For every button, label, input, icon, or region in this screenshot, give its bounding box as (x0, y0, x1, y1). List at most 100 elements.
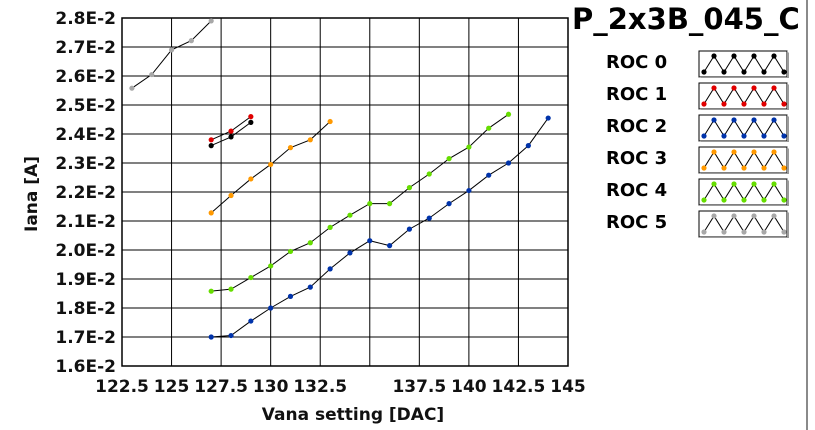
x-tick-label: 132.5 (293, 377, 347, 397)
legend-item: ROC 1 (594, 80, 806, 110)
data-point (426, 171, 432, 177)
data-point (446, 156, 452, 162)
x-tick-label: 137.5 (392, 377, 446, 397)
plot-area: 1.6E-2 1.7E-2 1.8E-2 1.9E-2 2.0E-2 2.1E-2 2.2E… (55, 9, 585, 397)
y-tick-label: 2.1E-2 (55, 212, 116, 232)
data-point (248, 114, 254, 120)
x-axis-title: Vana setting [DAC] (262, 405, 444, 425)
data-point (367, 201, 373, 207)
y-tick-label: 2.5E-2 (55, 96, 116, 116)
legend-swatch (698, 178, 789, 206)
legend-swatch (698, 146, 789, 174)
data-point (367, 238, 373, 244)
legend-swatch (698, 114, 789, 142)
panel-divider (806, 0, 808, 430)
data-point (188, 38, 194, 44)
legend-item: ROC 3 (594, 144, 806, 174)
data-point (406, 226, 413, 232)
y-tick-label: 2.6E-2 (55, 67, 116, 87)
y-tick-label: 2.4E-2 (55, 125, 116, 145)
data-point (307, 284, 313, 290)
y-tick-label: 2.8E-2 (55, 9, 116, 29)
series-line (211, 113, 509, 292)
data-point (307, 137, 313, 143)
data-point (228, 128, 234, 134)
data-point (268, 305, 274, 311)
data-point (208, 288, 214, 294)
x-tick-label: 127.5 (194, 377, 248, 397)
data-point (505, 111, 512, 117)
y-tick-label: 2.7E-2 (55, 38, 116, 58)
legend-item: ROC 2 (594, 112, 806, 142)
data-point (248, 119, 254, 125)
data-point (287, 293, 294, 299)
legend: ROC 0 ROC 1 ROC 2 ROC 3 ROC 4 ROC 5 (594, 44, 806, 240)
legend-item: ROC 4 (594, 176, 806, 206)
data-point (347, 250, 353, 256)
legend-swatch (698, 50, 789, 78)
data-point (268, 263, 274, 269)
data-point (208, 210, 214, 216)
data-point (327, 118, 333, 125)
legend-item: ROC 5 (594, 208, 806, 238)
data-point (327, 224, 333, 230)
y-tick-label: 2.0E-2 (55, 241, 116, 261)
plot-frame (121, 17, 569, 367)
legend-swatch (698, 210, 789, 238)
data-point (208, 18, 214, 24)
data-point (287, 248, 294, 255)
legend-label: ROC 0 (606, 52, 668, 73)
data-point (505, 160, 512, 166)
x-tick-label: 142.5 (492, 377, 546, 397)
x-tick-label: 145 (550, 377, 586, 397)
series-line (211, 117, 549, 338)
data-point (228, 134, 234, 140)
legend-label: ROC 4 (606, 180, 668, 201)
chart-title: P_2x3B_045_C (572, 2, 800, 36)
x-tick-label: 140 (451, 377, 487, 397)
data-point (307, 240, 313, 246)
legend-label: ROC 1 (606, 84, 668, 105)
x-tick-label: 130 (253, 377, 289, 397)
data-point (486, 172, 492, 178)
data-point (248, 274, 254, 281)
data-point (426, 215, 432, 221)
x-tick-label: 125 (154, 377, 190, 397)
y-tick-label: 1.8E-2 (55, 299, 116, 319)
data-point (268, 161, 274, 168)
data-point (168, 47, 175, 53)
data-point (228, 286, 234, 292)
data-point (129, 85, 135, 91)
data-point (466, 144, 472, 150)
legend-item: ROC 0 (594, 48, 806, 78)
data-point (248, 318, 254, 324)
legend-label: ROC 2 (606, 116, 668, 137)
y-tick-label: 2.3E-2 (55, 154, 116, 174)
data-point (208, 137, 214, 143)
data-point (208, 334, 214, 340)
y-tick-label: 1.7E-2 (55, 328, 116, 348)
x-tick-label: 122.5 (95, 377, 149, 397)
legend-label: ROC 3 (606, 148, 668, 169)
data-point (387, 201, 393, 207)
data-point (347, 212, 353, 218)
data-point (228, 332, 234, 339)
data-point (387, 243, 393, 249)
y-axis-title: Iana [A] (22, 156, 42, 232)
data-point (228, 192, 234, 199)
data-point (287, 145, 294, 151)
y-tick-label: 1.6E-2 (55, 357, 116, 377)
data-point (545, 115, 551, 121)
data-point (525, 143, 531, 149)
data-point (446, 201, 452, 207)
y-tick-label: 1.9E-2 (55, 270, 116, 290)
data-point (486, 125, 492, 131)
data-point (208, 143, 214, 149)
data-point (248, 176, 254, 182)
data-point (149, 71, 155, 78)
data-point (406, 185, 413, 191)
data-point (466, 187, 472, 194)
data-point (327, 266, 333, 272)
legend-label: ROC 5 (606, 212, 668, 233)
legend-swatch (698, 82, 789, 110)
